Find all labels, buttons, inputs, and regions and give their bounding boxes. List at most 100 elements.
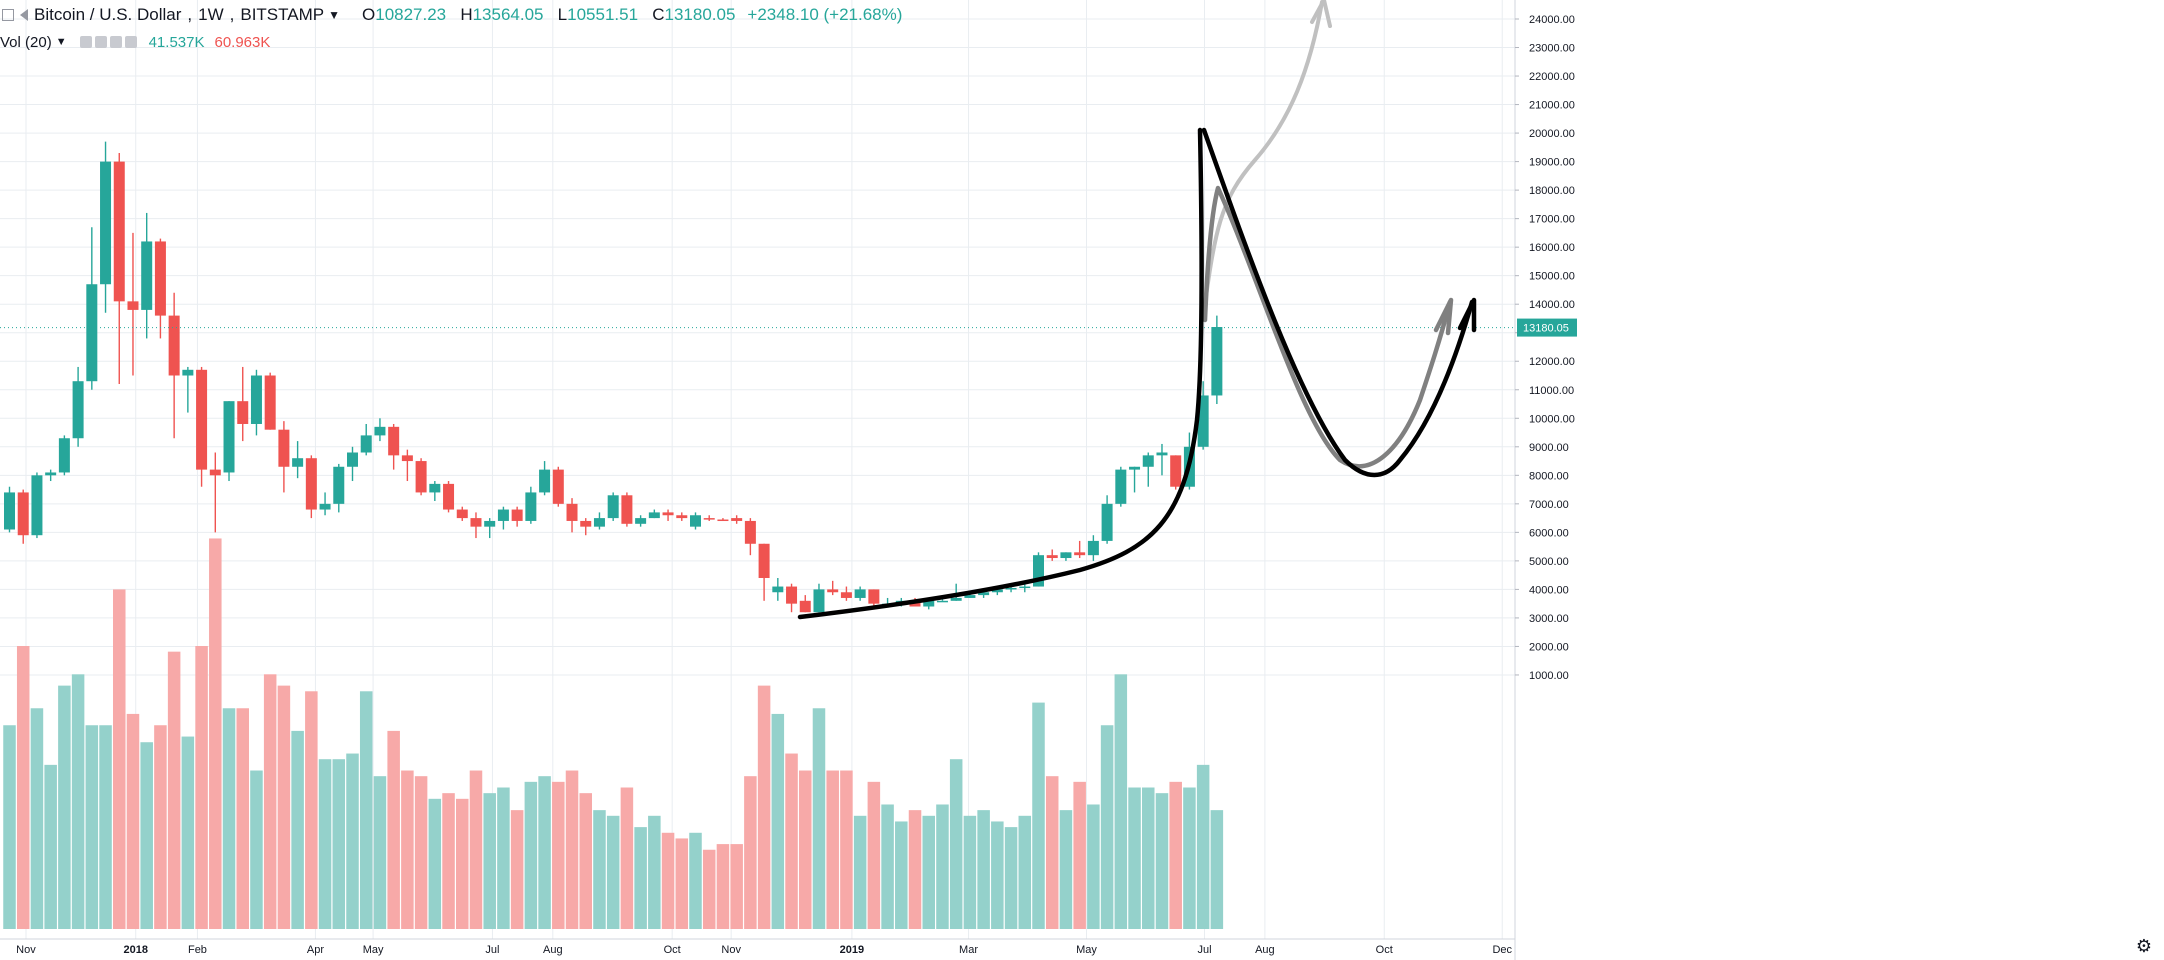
symbol-name[interactable]: Bitcoin / U.S. Dollar bbox=[34, 5, 182, 24]
candle[interactable] bbox=[827, 580, 839, 596]
candle[interactable] bbox=[635, 515, 647, 527]
candle[interactable] bbox=[374, 418, 386, 442]
candle[interactable] bbox=[127, 232, 139, 376]
candle[interactable] bbox=[676, 512, 688, 521]
candle[interactable] bbox=[58, 435, 70, 476]
candle[interactable] bbox=[950, 583, 962, 601]
gear-icon[interactable]: ⚙ bbox=[2135, 936, 2153, 956]
candle[interactable] bbox=[1074, 540, 1086, 559]
candle[interactable] bbox=[401, 449, 413, 482]
candle[interactable] bbox=[1142, 452, 1154, 487]
candle[interactable] bbox=[278, 421, 290, 493]
candle[interactable] bbox=[86, 227, 98, 390]
candle[interactable] bbox=[525, 486, 537, 524]
candle[interactable] bbox=[415, 458, 427, 496]
candle[interactable] bbox=[196, 366, 208, 487]
candle[interactable] bbox=[786, 583, 798, 613]
candle[interactable] bbox=[1019, 583, 1031, 593]
eye-icon[interactable] bbox=[79, 36, 92, 48]
candle[interactable] bbox=[566, 498, 578, 533]
candle[interactable] bbox=[319, 492, 331, 516]
candle[interactable] bbox=[1060, 552, 1072, 561]
candle[interactable] bbox=[292, 441, 304, 479]
candle[interactable] bbox=[388, 423, 400, 470]
candle[interactable] bbox=[470, 512, 482, 539]
candle[interactable] bbox=[305, 455, 317, 519]
candle[interactable] bbox=[813, 583, 825, 613]
candle[interactable] bbox=[484, 518, 496, 539]
candle[interactable] bbox=[497, 506, 509, 530]
volume-bar bbox=[3, 725, 16, 929]
candle[interactable] bbox=[347, 446, 358, 482]
candle[interactable] bbox=[250, 369, 262, 436]
candle[interactable] bbox=[154, 238, 166, 339]
candle[interactable] bbox=[607, 492, 619, 521]
candle[interactable] bbox=[443, 481, 455, 513]
candle[interactable] bbox=[1046, 549, 1058, 561]
candle[interactable] bbox=[182, 366, 194, 413]
exchange[interactable]: BITSTAMP bbox=[240, 5, 325, 24]
candle[interactable] bbox=[1211, 315, 1223, 405]
candle[interactable] bbox=[100, 141, 112, 313]
collapse-icon[interactable] bbox=[2, 9, 14, 21]
candle[interactable] bbox=[717, 518, 729, 522]
candle[interactable] bbox=[72, 366, 84, 447]
candle[interactable] bbox=[744, 518, 756, 556]
candle[interactable] bbox=[4, 486, 15, 533]
candle[interactable] bbox=[209, 452, 221, 533]
settings-small-icon[interactable] bbox=[94, 36, 107, 48]
chevron-down-icon[interactable]: ▼ bbox=[55, 36, 67, 48]
candle[interactable] bbox=[854, 586, 866, 601]
candle[interactable] bbox=[456, 506, 468, 521]
chevron-down-icon[interactable]: ▼ bbox=[328, 8, 340, 22]
candle[interactable] bbox=[1156, 443, 1168, 476]
candle[interactable] bbox=[333, 463, 345, 513]
interval[interactable]: 1W bbox=[198, 5, 224, 24]
candle[interactable] bbox=[17, 489, 29, 544]
candle[interactable] bbox=[731, 515, 743, 524]
candle[interactable] bbox=[799, 595, 811, 613]
candle[interactable] bbox=[360, 423, 372, 456]
candle[interactable] bbox=[45, 469, 57, 482]
candle[interactable] bbox=[772, 577, 784, 601]
candle[interactable] bbox=[1129, 466, 1141, 493]
candle[interactable] bbox=[648, 509, 660, 519]
candle[interactable] bbox=[621, 492, 633, 527]
candle[interactable] bbox=[31, 472, 43, 539]
candle[interactable] bbox=[539, 461, 551, 496]
candle[interactable] bbox=[1005, 586, 1017, 593]
candle[interactable] bbox=[1115, 466, 1127, 507]
candle[interactable] bbox=[978, 592, 990, 598]
candle[interactable] bbox=[593, 512, 605, 530]
candle[interactable] bbox=[429, 481, 441, 501]
close-icon[interactable] bbox=[124, 36, 137, 48]
volume-bar bbox=[730, 844, 743, 929]
candle[interactable] bbox=[580, 518, 592, 536]
candle[interactable] bbox=[113, 153, 125, 385]
candle[interactable] bbox=[223, 401, 235, 482]
flag-icon[interactable] bbox=[20, 9, 28, 21]
candle[interactable] bbox=[237, 366, 249, 442]
candle[interactable] bbox=[703, 515, 715, 521]
volume-bar bbox=[16, 646, 30, 929]
candle[interactable] bbox=[511, 506, 523, 527]
time-tick-label: Jul bbox=[485, 944, 499, 956]
candle[interactable] bbox=[690, 512, 701, 530]
candle[interactable] bbox=[1087, 535, 1099, 561]
symbol-separator: , bbox=[187, 5, 193, 24]
volume-indicator-label[interactable]: Vol (20) bbox=[0, 33, 52, 51]
candle[interactable] bbox=[662, 509, 674, 521]
candle[interactable] bbox=[168, 292, 180, 439]
price-tick-label: 12000.00 bbox=[1529, 356, 1575, 368]
candle[interactable] bbox=[840, 586, 852, 601]
candle[interactable] bbox=[1170, 455, 1182, 490]
candle[interactable] bbox=[758, 543, 770, 601]
candle[interactable] bbox=[141, 212, 153, 339]
candle[interactable] bbox=[264, 372, 276, 430]
candle[interactable] bbox=[552, 466, 564, 507]
candle[interactable] bbox=[991, 589, 1003, 596]
gear-small-icon[interactable] bbox=[109, 36, 122, 48]
candle[interactable] bbox=[1101, 495, 1113, 544]
candle[interactable] bbox=[1197, 381, 1209, 450]
